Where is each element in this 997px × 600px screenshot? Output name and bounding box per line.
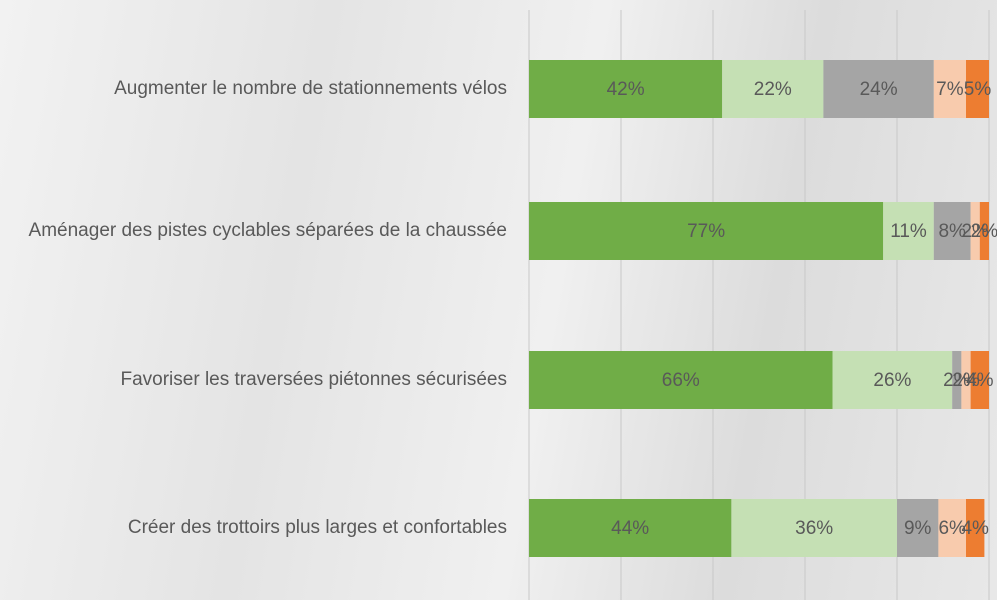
value-label: 66% bbox=[662, 370, 700, 391]
bar-segment bbox=[883, 202, 934, 260]
value-label: 6% bbox=[938, 518, 966, 539]
value-label: 9% bbox=[904, 518, 932, 539]
value-label: 5% bbox=[964, 79, 992, 100]
value-label: 2% bbox=[952, 370, 980, 391]
bar-segment bbox=[529, 351, 833, 409]
value-label: 2% bbox=[971, 221, 997, 242]
bar-segment bbox=[952, 351, 962, 409]
bar-segment bbox=[966, 60, 989, 118]
value-label: 36% bbox=[795, 518, 833, 539]
bar-segment bbox=[979, 202, 989, 260]
value-label: 2% bbox=[961, 221, 989, 242]
value-label: 26% bbox=[873, 370, 911, 391]
value-label: 2% bbox=[943, 370, 971, 391]
value-label: 8% bbox=[938, 221, 966, 242]
bar-segment bbox=[823, 60, 934, 118]
bar-segment bbox=[832, 351, 953, 409]
bar-segment bbox=[529, 202, 884, 260]
bar-segment bbox=[529, 60, 723, 118]
value-label: 44% bbox=[611, 518, 649, 539]
bar-segment bbox=[938, 499, 966, 557]
value-label: 7% bbox=[936, 79, 964, 100]
bar-segment bbox=[961, 351, 971, 409]
bar-segment bbox=[897, 499, 939, 557]
bar-segment bbox=[933, 202, 971, 260]
value-label: 77% bbox=[687, 221, 725, 242]
bar-segment bbox=[731, 499, 897, 557]
value-label: 42% bbox=[607, 79, 645, 100]
bar-segment bbox=[970, 351, 989, 409]
value-label: 11% bbox=[890, 221, 927, 242]
value-label: 4% bbox=[961, 518, 989, 539]
bar-segment bbox=[529, 499, 732, 557]
category-label: Aménager des pistes cyclables séparées d… bbox=[28, 220, 507, 241]
category-label: Augmenter le nombre de stationnements vé… bbox=[114, 78, 507, 99]
value-label: 24% bbox=[860, 79, 898, 100]
bar-segment bbox=[970, 202, 980, 260]
category-label: Créer des trottoirs plus larges et confo… bbox=[127, 517, 507, 538]
value-label: 4% bbox=[966, 370, 994, 391]
value-label: 22% bbox=[754, 79, 792, 100]
bar-segment bbox=[966, 499, 985, 557]
bar-segment bbox=[722, 60, 824, 118]
category-label: Favoriser les traversées piétonnes sécur… bbox=[120, 369, 507, 390]
bar-segment bbox=[933, 60, 966, 118]
